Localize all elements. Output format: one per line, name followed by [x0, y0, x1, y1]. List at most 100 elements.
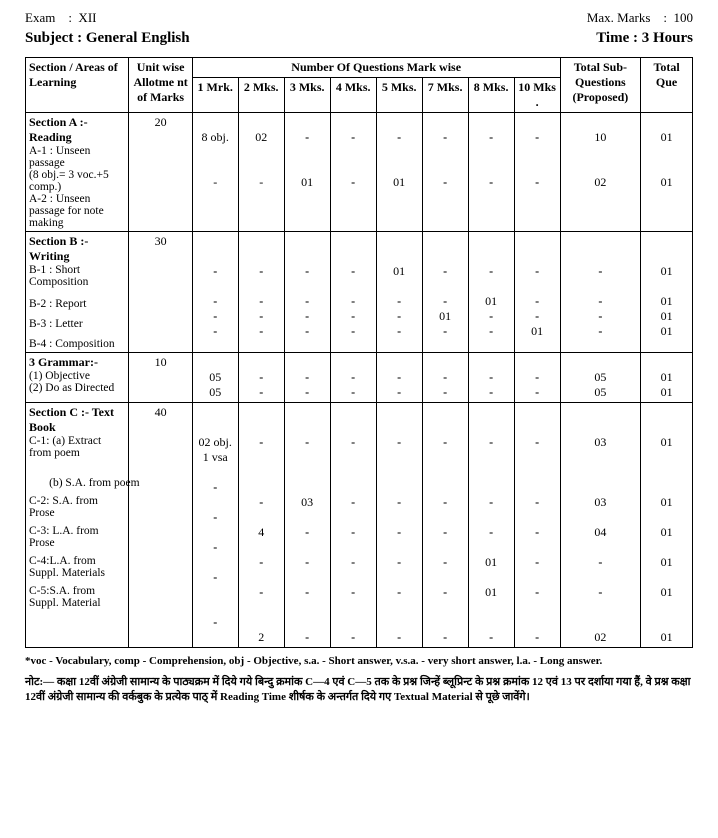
a1-c3: - [305, 130, 309, 144]
g1-c5: - [397, 370, 401, 384]
th-mk4: 4 Mks. [330, 78, 376, 113]
b1-c4: - [351, 264, 355, 278]
a2-c1: - [213, 175, 217, 189]
exam-label: Exam : XII [25, 10, 96, 26]
c4-c7: - [443, 585, 447, 599]
c3-label: C-3: L.A. from Prose [29, 525, 125, 549]
secB-unit: 30 [129, 232, 192, 353]
c4-c1: - [213, 570, 217, 584]
c4-sub: - [598, 585, 602, 599]
b2-c8: 01 [485, 294, 497, 308]
th-mk8: 8 Mks. [468, 78, 514, 113]
gram-unit: 10 [129, 353, 192, 403]
secC-unit: 40 [129, 403, 192, 648]
a1-sub: 10 [594, 130, 606, 144]
c1b-sub: 03 [594, 495, 606, 509]
th-mk7: 7 Mks. [422, 78, 468, 113]
g2-c2: - [259, 385, 263, 399]
c4-c4: - [351, 585, 355, 599]
c2-c8: - [489, 525, 493, 539]
c5-que: 01 [661, 630, 673, 644]
b4-c2: - [259, 324, 263, 338]
c1a-c5: - [397, 435, 401, 449]
c1b-c5: - [397, 495, 401, 509]
th-mk2: 2 Mks. [238, 78, 284, 113]
c3-c4: - [351, 555, 355, 569]
secC-title: Section C :- Text Book [29, 405, 125, 435]
c3-c8: 01 [485, 555, 497, 569]
b3-que: 01 [661, 309, 673, 323]
c1a-c10: - [535, 435, 539, 449]
a1-c10: - [535, 130, 539, 144]
g1-c10: - [535, 370, 539, 384]
header-row-1: Section / Areas of Learning Unit wise Al… [26, 58, 693, 78]
b3-sub: - [598, 309, 602, 323]
g2-c7: - [443, 385, 447, 399]
b4-c8: - [489, 324, 493, 338]
row-secC: Section C :- Text Book C-1: (a) Extract … [26, 403, 693, 648]
g2-c10: - [535, 385, 539, 399]
b3-c10: - [535, 309, 539, 323]
g2-c4: - [351, 385, 355, 399]
c1a-c4: - [351, 435, 355, 449]
a2-que: 01 [661, 175, 673, 189]
g2-c1: 05 [209, 385, 221, 399]
g2-label: (2) Do as Directed [29, 382, 125, 394]
a2-c2: - [259, 175, 263, 189]
c1a-sub: 03 [594, 435, 606, 449]
c1a-c3: - [305, 435, 309, 449]
c4-c8: 01 [485, 585, 497, 599]
c5-c8: - [489, 630, 493, 644]
b2-c7: - [443, 294, 447, 308]
a1-que: 01 [661, 130, 673, 144]
b3-c1: - [213, 309, 217, 323]
b3-c8: - [489, 309, 493, 323]
c2-label: C-2: S.A. from Prose [29, 495, 125, 519]
c1b-c3: 03 [301, 495, 313, 509]
b2-c5: - [397, 294, 401, 308]
c3-c2: - [259, 555, 263, 569]
a2-c8: - [489, 175, 493, 189]
c1b-label: (b) S.A. from poem [29, 477, 125, 489]
c3-c1: - [213, 540, 217, 554]
c3-c5: - [397, 555, 401, 569]
g1-label: (1) Objective [29, 370, 125, 382]
a1-c7: - [443, 130, 447, 144]
row-secB: Section B :- Writing B-1 : Short Composi… [26, 232, 693, 353]
c2-sub: 04 [594, 525, 606, 539]
a2-c7: - [443, 175, 447, 189]
c2-c4: - [351, 525, 355, 539]
c1b-que: 01 [661, 495, 673, 509]
a1-c2: 02 [255, 130, 267, 144]
c4-c5: - [397, 585, 401, 599]
c5-c4: - [351, 630, 355, 644]
a1-c5: - [397, 130, 401, 144]
b1-sub: - [598, 264, 602, 278]
g2-c8: - [489, 385, 493, 399]
c2-c10: - [535, 525, 539, 539]
g2-que: 01 [661, 385, 673, 399]
c1b-c2: - [259, 495, 263, 509]
c1a-c2: - [259, 435, 263, 449]
secA-unit: 20 [129, 113, 192, 232]
b3-c5: - [397, 309, 401, 323]
b4-c4: - [351, 324, 355, 338]
b4-que: 01 [661, 324, 673, 338]
g1-c4: - [351, 370, 355, 384]
b3-c3: - [305, 309, 309, 323]
th-totsub: Total Sub-Questions (Proposed) [560, 58, 640, 113]
c5-c5: - [397, 630, 401, 644]
footnote-hindi: नोट:— कक्षा 12वीं अंग्रेजी सामान्य के पा… [25, 675, 693, 705]
c2-c3: - [305, 525, 309, 539]
row-secA: Section A :- Reading A-1 : Unseen passag… [26, 113, 693, 232]
c2-c7: - [443, 525, 447, 539]
b2-c3: - [305, 294, 309, 308]
c5-c3: - [305, 630, 309, 644]
b2-que: 01 [661, 294, 673, 308]
a1-c8: - [489, 130, 493, 144]
th-section: Section / Areas of Learning [26, 58, 129, 113]
b1-c10: - [535, 264, 539, 278]
c5-c10: - [535, 630, 539, 644]
b1-c3: - [305, 264, 309, 278]
a2-sub: 02 [594, 175, 606, 189]
